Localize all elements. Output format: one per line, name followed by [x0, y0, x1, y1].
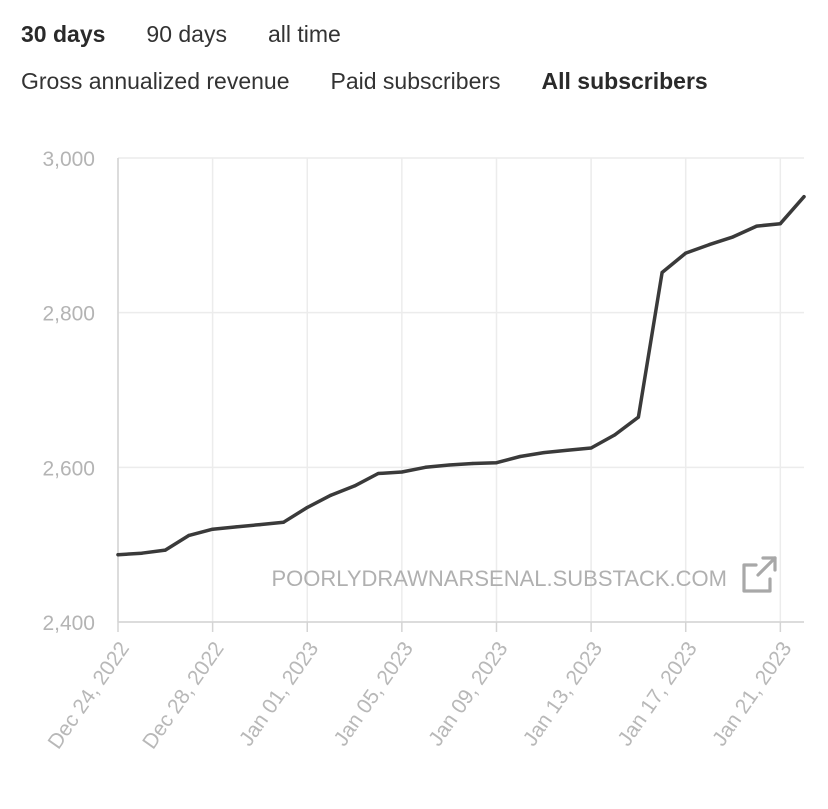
tab-30-days[interactable]: 30 days: [21, 21, 106, 47]
external-link-icon[interactable]: [742, 556, 777, 593]
data-point: [140, 551, 144, 555]
tab-90-days[interactable]: 90 days: [146, 21, 227, 47]
data-point: [447, 463, 451, 467]
series-line: [116, 194, 806, 557]
data-point: [518, 454, 522, 459]
data-point: [684, 251, 688, 255]
tab-paid-subscribers[interactable]: Paid subscribers: [330, 68, 501, 94]
data-point: [400, 470, 404, 474]
data-point: [234, 525, 238, 529]
x-tick-label: Jan 21, 2023: [708, 638, 796, 751]
data-point: [329, 493, 333, 497]
metric-tabs: Gross annualized revenue Paid subscriber…: [21, 65, 749, 97]
data-point: [187, 533, 191, 538]
data-point: [755, 224, 759, 228]
chart-grid: [117, 157, 804, 623]
data-point: [376, 471, 380, 476]
tab-gross-annualized-revenue[interactable]: Gross annualized revenue: [21, 68, 290, 94]
chart-series: [116, 194, 806, 557]
y-tick-label: 2,800: [42, 303, 95, 326]
x-tick-label: Jan 01, 2023: [235, 638, 323, 751]
data-point: [211, 527, 215, 531]
y-tick-label: 2,400: [42, 612, 95, 635]
data-point: [589, 446, 593, 450]
x-tick-label: Dec 28, 2022: [138, 638, 229, 754]
data-point: [305, 505, 309, 510]
data-point: [494, 461, 499, 465]
data-point: [423, 465, 428, 469]
data-point: [258, 523, 262, 527]
data-point: [565, 448, 570, 452]
data-point: [613, 433, 617, 437]
x-tick-label: Jan 17, 2023: [613, 638, 701, 751]
data-point: [471, 461, 475, 466]
range-tabs: 30 days 90 days all time: [21, 18, 382, 50]
x-tick-label: Dec 24, 2022: [44, 638, 135, 754]
data-point: [707, 243, 712, 247]
data-point: [353, 484, 357, 488]
data-point: [778, 222, 782, 226]
data-point: [660, 270, 664, 275]
chart-axes: 2,400 2,600 2,800 3,000 Dec 24, 2022 Dec 28, …: [42, 148, 804, 753]
data-point: [163, 548, 167, 552]
data-point: [802, 195, 806, 199]
data-point: [282, 520, 286, 524]
tab-all-subscribers[interactable]: All subscribers: [541, 68, 708, 94]
watermark-text: POORLYDRAWNARSENAL.SUBSTACK.COM: [271, 566, 727, 591]
y-tick-label: 3,000: [42, 148, 95, 171]
y-tick-label: 2,600: [42, 457, 95, 480]
x-tick-label: Jan 09, 2023: [424, 638, 512, 751]
tab-all-time[interactable]: all time: [267, 21, 341, 47]
data-point: [542, 451, 546, 455]
data-point: [731, 235, 735, 239]
watermark: POORLYDRAWNARSENAL.SUBSTACK.COM: [271, 556, 777, 593]
data-point: [636, 415, 641, 419]
x-tick-label: Jan 13, 2023: [519, 638, 607, 751]
x-tick-label: Jan 05, 2023: [329, 638, 417, 751]
data-point: [116, 553, 120, 557]
